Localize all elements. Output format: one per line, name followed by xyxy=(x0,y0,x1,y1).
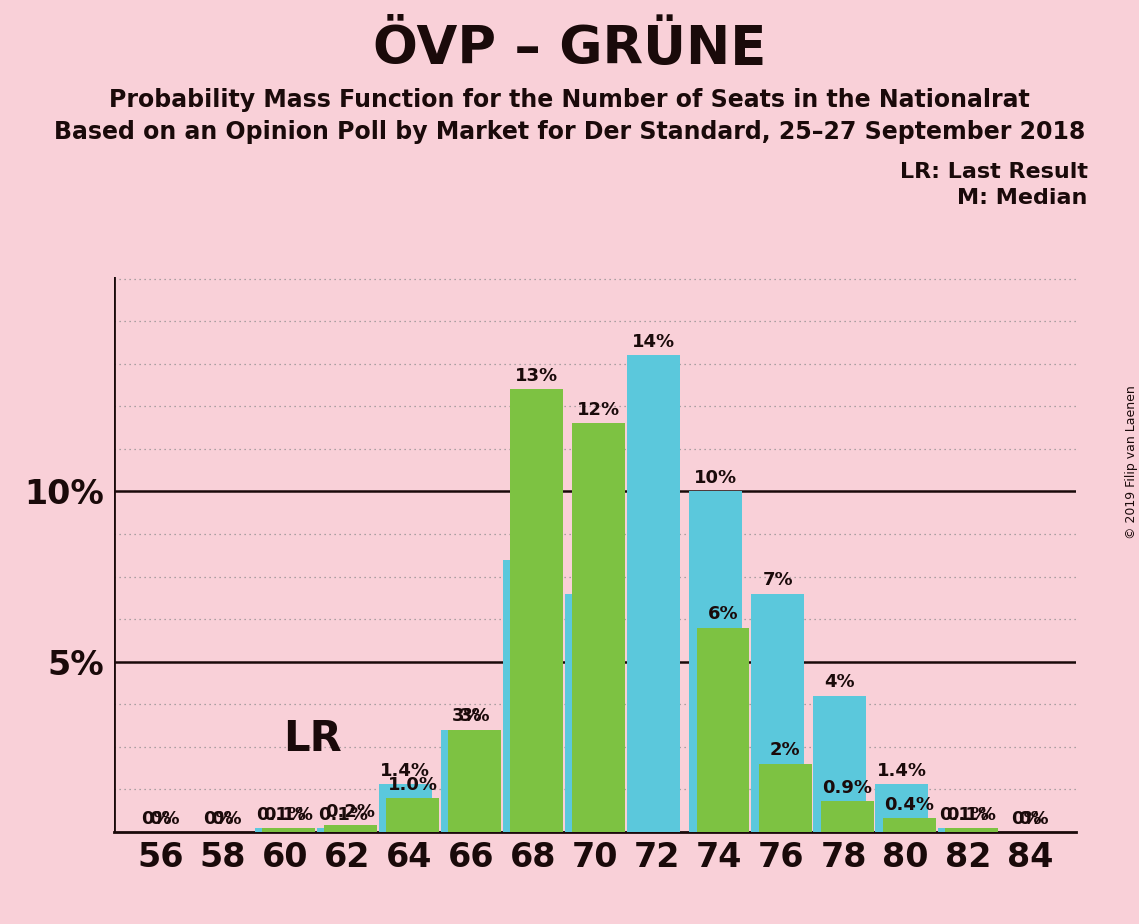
Text: 14%: 14% xyxy=(632,334,675,351)
Bar xyxy=(386,797,439,832)
Text: 0.1%: 0.1% xyxy=(263,806,313,824)
Text: 0.9%: 0.9% xyxy=(822,779,872,796)
Bar xyxy=(262,828,314,832)
Text: LR: LR xyxy=(284,718,342,760)
Text: 0.1%: 0.1% xyxy=(318,806,368,824)
Bar xyxy=(503,560,556,832)
Text: ÖVP – GRÜNE: ÖVP – GRÜNE xyxy=(372,23,767,75)
Text: 1.0%: 1.0% xyxy=(387,775,437,794)
Text: Based on an Opinion Poll by Market for Der Standard, 25–27 September 2018: Based on an Opinion Poll by Market for D… xyxy=(54,120,1085,144)
Bar xyxy=(449,730,501,832)
Text: 0%: 0% xyxy=(211,809,241,828)
Bar xyxy=(441,730,493,832)
Bar xyxy=(325,825,377,832)
Text: 0%: 0% xyxy=(1018,809,1049,828)
Text: 0.4%: 0.4% xyxy=(884,796,934,814)
Text: © 2019 Filip van Laenen: © 2019 Filip van Laenen xyxy=(1124,385,1138,539)
Text: 0.2%: 0.2% xyxy=(326,803,376,821)
Text: 12%: 12% xyxy=(577,401,621,419)
Text: 1.4%: 1.4% xyxy=(380,762,431,780)
Text: 0%: 0% xyxy=(1010,809,1041,828)
Text: 7%: 7% xyxy=(576,571,607,590)
Bar xyxy=(813,696,866,832)
Bar xyxy=(254,828,308,832)
Text: 2%: 2% xyxy=(770,741,801,760)
Bar xyxy=(759,763,811,832)
Text: 6%: 6% xyxy=(707,605,738,624)
Text: 7%: 7% xyxy=(762,571,793,590)
Bar xyxy=(628,356,680,832)
Bar xyxy=(945,828,998,832)
Bar xyxy=(379,784,432,832)
Bar xyxy=(697,627,749,832)
Bar xyxy=(876,784,928,832)
Text: 0.1%: 0.1% xyxy=(947,806,997,824)
Bar xyxy=(565,593,617,832)
Text: 3%: 3% xyxy=(452,708,483,725)
Text: 13%: 13% xyxy=(515,368,558,385)
Bar xyxy=(752,593,804,832)
Bar xyxy=(821,801,874,832)
Text: 0%: 0% xyxy=(149,809,180,828)
Text: 0%: 0% xyxy=(141,809,172,828)
Text: M: Median: M: Median xyxy=(958,188,1088,209)
Text: 3%: 3% xyxy=(459,708,490,725)
Text: 10%: 10% xyxy=(694,469,737,487)
Text: M: M xyxy=(579,661,620,702)
Text: 0%: 0% xyxy=(204,809,235,828)
Text: 1.4%: 1.4% xyxy=(877,762,927,780)
Text: Probability Mass Function for the Number of Seats in the Nationalrat: Probability Mass Function for the Number… xyxy=(109,88,1030,112)
Bar xyxy=(317,828,369,832)
Text: LR: Last Result: LR: Last Result xyxy=(900,162,1088,182)
Text: 4%: 4% xyxy=(825,674,855,691)
Bar xyxy=(689,492,741,832)
Bar xyxy=(573,423,625,832)
Bar xyxy=(937,828,990,832)
Bar xyxy=(883,818,936,832)
Text: 8%: 8% xyxy=(514,538,544,555)
Text: 0.1%: 0.1% xyxy=(256,806,306,824)
Bar xyxy=(510,389,563,832)
Text: 0.1%: 0.1% xyxy=(939,806,989,824)
